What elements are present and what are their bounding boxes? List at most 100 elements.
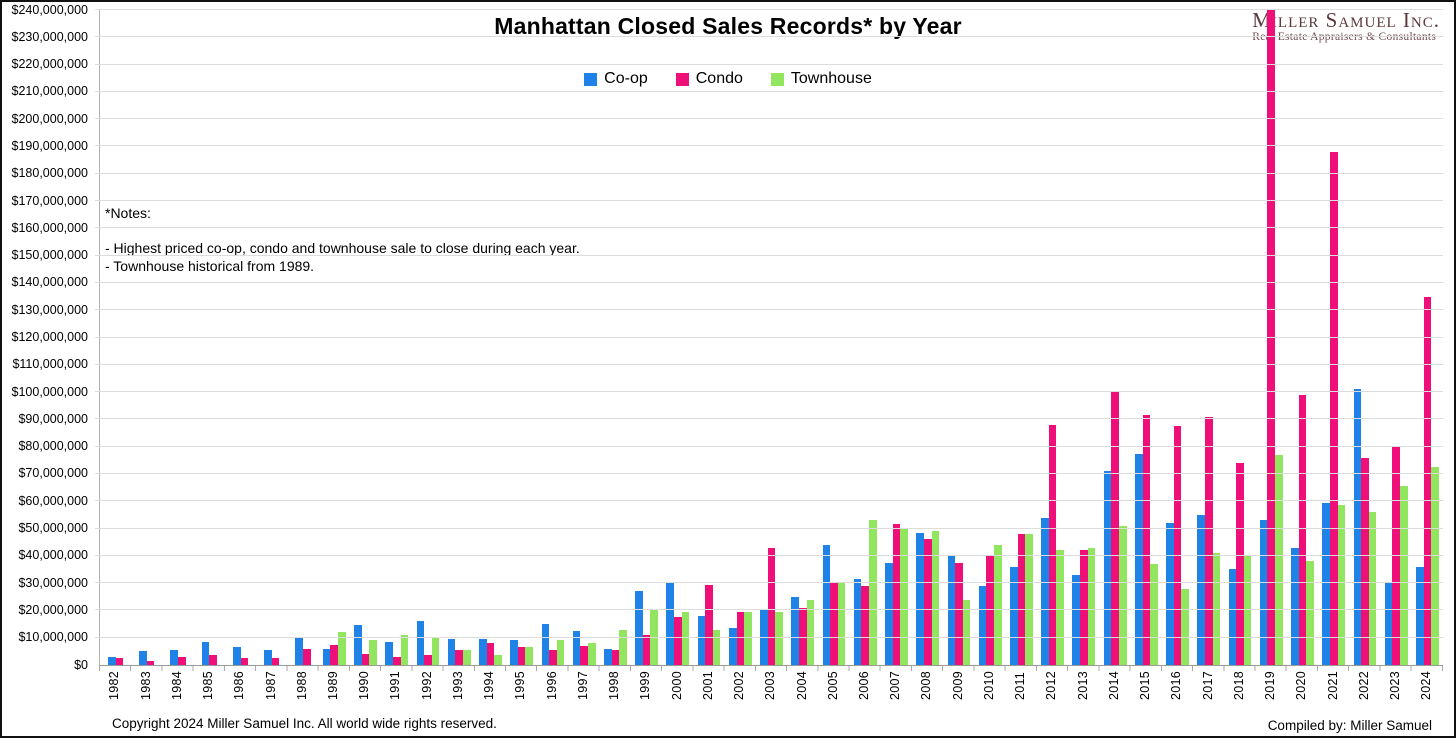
x-cell: 1984 bbox=[161, 671, 192, 700]
bar-group-2019 bbox=[1256, 10, 1287, 665]
bar-condo-2016 bbox=[1173, 426, 1182, 665]
chart-legend: Co-op Condo Townhouse bbox=[2, 70, 1454, 88]
bar-group-1987 bbox=[256, 10, 287, 665]
bar-condo-2012 bbox=[1048, 424, 1057, 665]
gridline bbox=[95, 145, 1443, 147]
bar-townhouse-2006 bbox=[869, 520, 877, 665]
bar-group-1991 bbox=[381, 10, 412, 665]
y-tick-label: $50,000,000 bbox=[18, 521, 88, 536]
bar-group-1983 bbox=[131, 10, 162, 665]
x-tick-label: 2024 bbox=[1419, 671, 1434, 701]
x-cell: 2016 bbox=[1161, 671, 1192, 700]
gridline bbox=[95, 527, 1443, 529]
x-tick-label: 1993 bbox=[450, 671, 465, 701]
logo-name: Miller Samuel Inc. bbox=[1252, 8, 1440, 32]
bar-townhouse-2002 bbox=[744, 611, 752, 665]
bar-coop-2013 bbox=[1072, 574, 1081, 665]
y-tick-label: $70,000,000 bbox=[18, 466, 88, 481]
bar-coop-2006 bbox=[853, 579, 862, 665]
bar-group-1982 bbox=[100, 10, 131, 665]
bar-group-2004 bbox=[787, 10, 818, 665]
bar-group-2024 bbox=[1412, 10, 1443, 665]
x-cell: 2014 bbox=[1099, 671, 1130, 700]
bar-townhouse-1994 bbox=[494, 655, 502, 665]
y-tick-label: $170,000,000 bbox=[11, 193, 88, 208]
x-tick-label: 2022 bbox=[1356, 671, 1371, 701]
notes-title: *Notes: bbox=[105, 205, 151, 221]
x-tick-label: 2023 bbox=[1387, 671, 1402, 701]
bar-coop-1991 bbox=[385, 641, 393, 665]
bar-coop-1983 bbox=[139, 651, 147, 665]
bar-coop-1997 bbox=[572, 630, 581, 665]
bar-condo-1999 bbox=[642, 634, 651, 665]
bar-townhouse-2018 bbox=[1243, 555, 1252, 665]
x-cell: 2003 bbox=[755, 671, 786, 700]
bar-townhouse-2014 bbox=[1118, 525, 1127, 665]
y-tick-label: $240,000,000 bbox=[11, 2, 88, 17]
bar-condo-1990 bbox=[361, 654, 370, 665]
bar-condo-2001 bbox=[705, 584, 713, 665]
bar-condo-2017 bbox=[1205, 416, 1213, 665]
x-tick-label: 1982 bbox=[107, 671, 122, 701]
bar-group-1985 bbox=[194, 10, 225, 665]
gridline bbox=[95, 418, 1443, 420]
bar-townhouse-2024 bbox=[1431, 467, 1439, 665]
x-cell: 2019 bbox=[1255, 671, 1286, 700]
x-cell: 2013 bbox=[1067, 671, 1098, 700]
bar-group-1986 bbox=[225, 10, 256, 665]
y-tick-label: $30,000,000 bbox=[18, 575, 88, 590]
bar-condo-2010 bbox=[986, 555, 994, 665]
gridline bbox=[95, 363, 1443, 365]
bar-condo-2004 bbox=[798, 607, 807, 665]
x-cell: 2002 bbox=[724, 671, 755, 700]
x-cell: 2022 bbox=[1348, 671, 1379, 700]
x-tick-label: 2002 bbox=[732, 671, 747, 701]
bar-coop-1988 bbox=[295, 637, 304, 665]
x-tick-label: 1987 bbox=[263, 671, 278, 701]
gridline bbox=[95, 36, 1443, 38]
x-cell: 1990 bbox=[349, 671, 380, 700]
bar-condo-2013 bbox=[1080, 550, 1088, 665]
x-cell: 2024 bbox=[1411, 671, 1442, 700]
x-tick-label: 1996 bbox=[544, 671, 559, 701]
gridline bbox=[95, 63, 1443, 65]
bar-coop-2014 bbox=[1103, 471, 1112, 665]
y-tick-label: $140,000,000 bbox=[11, 275, 88, 290]
bar-group-2015 bbox=[1131, 10, 1162, 665]
bar-group-1988 bbox=[287, 10, 318, 665]
bar-townhouse-2008 bbox=[931, 531, 940, 665]
bar-coop-2022 bbox=[1353, 389, 1362, 665]
x-cell: 2017 bbox=[1192, 671, 1223, 700]
bar-coop-1998 bbox=[603, 648, 612, 665]
x-cell: 2011 bbox=[1005, 671, 1036, 700]
x-axis-labels: 1982 1983 1984 1985 1986 1987 1988 1989 1990 1991… bbox=[99, 671, 1442, 700]
bar-condo-1991 bbox=[392, 656, 401, 665]
x-tick-label: 2005 bbox=[825, 671, 840, 701]
x-cell: 2010 bbox=[974, 671, 1005, 700]
x-tick-label: 1997 bbox=[575, 671, 590, 701]
x-cell: 1987 bbox=[255, 671, 286, 700]
y-tick-label: $0 bbox=[74, 657, 88, 672]
bar-condo-2020 bbox=[1298, 394, 1307, 665]
x-tick-label: 2013 bbox=[1075, 671, 1090, 701]
x-tick-label: 1990 bbox=[357, 671, 372, 701]
bar-condo-2024 bbox=[1423, 296, 1432, 665]
bar-coop-1995 bbox=[510, 640, 518, 665]
gridline bbox=[95, 254, 1443, 256]
y-tick-label: $230,000,000 bbox=[11, 29, 88, 44]
bar-coop-1996 bbox=[541, 624, 550, 665]
gridline bbox=[95, 636, 1443, 638]
y-tick-label: $130,000,000 bbox=[11, 302, 88, 317]
x-cell: 1996 bbox=[536, 671, 567, 700]
bar-condo-2019 bbox=[1267, 10, 1276, 665]
gridline bbox=[95, 336, 1443, 338]
x-cell: 1998 bbox=[599, 671, 630, 700]
bar-townhouse-2016 bbox=[1181, 588, 1189, 665]
gridline bbox=[95, 9, 1443, 10]
bar-group-2000 bbox=[662, 10, 693, 665]
x-tick-label: 1983 bbox=[138, 671, 153, 701]
bar-group-2010 bbox=[975, 10, 1006, 665]
y-tick-label: $200,000,000 bbox=[11, 111, 88, 126]
bar-group-1989 bbox=[319, 10, 350, 665]
y-tick-label: $150,000,000 bbox=[11, 248, 88, 263]
